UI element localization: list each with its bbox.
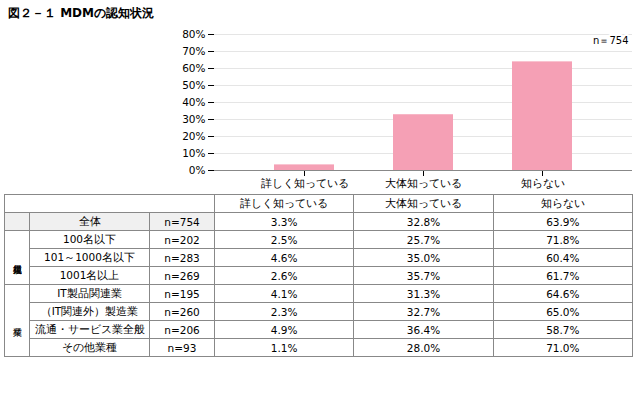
html-text:n=754: n=754 xyxy=(164,215,200,228)
html-text:1001名以上: 1001名以上 xyxy=(59,268,120,281)
svg-text:30%: 30% xyxy=(182,113,205,125)
html-text:図２－１ MDMの認知状況: 図２－１ MDMの認知状況 xyxy=(8,6,154,20)
html-text:知らない: 知らない xyxy=(540,196,585,209)
html-text:大体知っている: 大体知っている xyxy=(385,196,462,209)
html-text:n=202: n=202 xyxy=(164,233,200,246)
svg-text:60%: 60% xyxy=(182,62,205,74)
html-text:32.7%: 32.7% xyxy=(406,305,441,318)
svg-text:大体知っている: 大体知っている xyxy=(385,177,462,189)
svg-text:70%: 70% xyxy=(182,45,205,57)
html-text:60.4%: 60.4% xyxy=(546,251,580,264)
html-text:2.5%: 2.5% xyxy=(270,233,298,246)
html-text:31.3%: 31.3% xyxy=(406,287,441,300)
svg-text:詳しく知っている: 詳しく知っている xyxy=(261,177,349,189)
svg-text:80%: 80% xyxy=(182,28,205,40)
html-text:n=206: n=206 xyxy=(164,323,200,336)
html-text:n=195: n=195 xyxy=(164,287,200,300)
html-text:64.6%: 64.6% xyxy=(546,287,580,300)
html-text:従業員規模: 従業員規模 xyxy=(12,257,23,258)
svg-text:40%: 40% xyxy=(182,96,205,108)
html-text:1.1%: 1.1% xyxy=(270,341,298,354)
svg-text:0%: 0% xyxy=(189,164,206,176)
html-text:25.7%: 25.7% xyxy=(406,233,441,246)
html-text:（IT関連外）製造業: （IT関連外）製造業 xyxy=(40,304,139,317)
svg-text:n＝754: n＝754 xyxy=(593,35,628,46)
html-text:n=269: n=269 xyxy=(164,269,200,282)
html-text:IT製品関連業: IT製品関連業 xyxy=(57,286,122,299)
html-text:71.0%: 71.0% xyxy=(546,341,580,354)
html-text:4.1%: 4.1% xyxy=(270,287,298,300)
html-text:全体: 全体 xyxy=(78,214,101,227)
html-text:業種: 業種 xyxy=(12,320,23,321)
html-text:n=260: n=260 xyxy=(164,305,200,318)
html-text:n=283: n=283 xyxy=(164,251,200,264)
svg-text:50%: 50% xyxy=(182,79,205,91)
html-text:71.8%: 71.8% xyxy=(546,233,580,246)
html-text:32.8%: 32.8% xyxy=(406,215,441,228)
html-text:65.0%: 65.0% xyxy=(546,305,580,318)
html-text:2.6%: 2.6% xyxy=(270,269,298,282)
html-text:流通・サービス業全般: 流通・サービス業全般 xyxy=(34,322,145,335)
html-text:63.9%: 63.9% xyxy=(546,215,580,228)
html-text:100名以下: 100名以下 xyxy=(63,232,116,245)
html-text:その他業種: その他業種 xyxy=(62,340,117,353)
svg-text:10%: 10% xyxy=(182,147,205,159)
html-text:詳しく知っている: 詳しく知っている xyxy=(240,196,329,209)
html-text:3.3%: 3.3% xyxy=(270,215,298,228)
html-text:35.0%: 35.0% xyxy=(406,251,441,264)
html-text:4.9%: 4.9% xyxy=(270,323,298,336)
html-text:2.3%: 2.3% xyxy=(270,305,298,318)
html-text:36.4%: 36.4% xyxy=(406,323,441,336)
html-text:101～1000名以下: 101～1000名以下 xyxy=(44,250,135,263)
html-text:58.7%: 58.7% xyxy=(546,323,580,336)
svg-text:知らない: 知らない xyxy=(521,177,565,189)
html-text:n=93: n=93 xyxy=(167,341,197,354)
html-text:4.6%: 4.6% xyxy=(270,251,298,264)
svg-text:20%: 20% xyxy=(182,130,205,142)
html-text:61.7%: 61.7% xyxy=(546,269,580,282)
html-text:28.0%: 28.0% xyxy=(406,341,441,354)
html-text:35.7%: 35.7% xyxy=(406,269,441,282)
